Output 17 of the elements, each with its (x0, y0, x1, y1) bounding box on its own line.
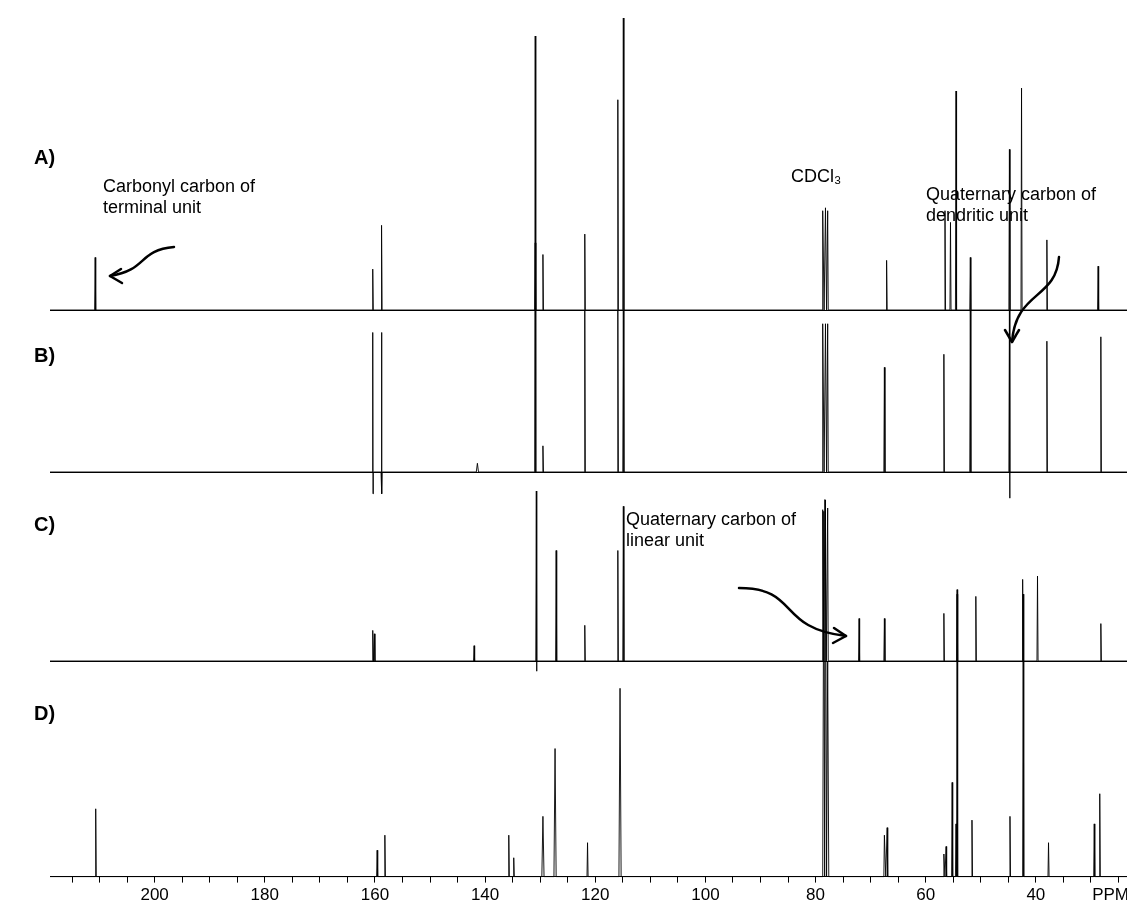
text: B) (34, 344, 56, 367)
x-tick-label: 200 (140, 885, 169, 901)
annotation: CDCl₃ (791, 166, 843, 187)
x-tick-label: 80 (806, 885, 826, 901)
x-tick-label: 60 (916, 885, 936, 901)
text: C) (34, 513, 56, 536)
x-tick-label: 100 (691, 885, 720, 901)
annotation: Carbonyl carbon of terminal unit (103, 176, 257, 218)
x-tick-label: 120 (581, 885, 610, 901)
text: D) (34, 702, 56, 725)
x-tick-label: 180 (250, 885, 279, 901)
x-tick-label: 160 (360, 885, 390, 901)
x-axis-title: PPM (1092, 884, 1127, 901)
annotation: Quaternary carbon of linear unit (626, 509, 798, 551)
x-tick-label: 40 (1026, 885, 1046, 901)
x-tick-label: 140 (470, 885, 500, 901)
text: A) (34, 146, 56, 169)
